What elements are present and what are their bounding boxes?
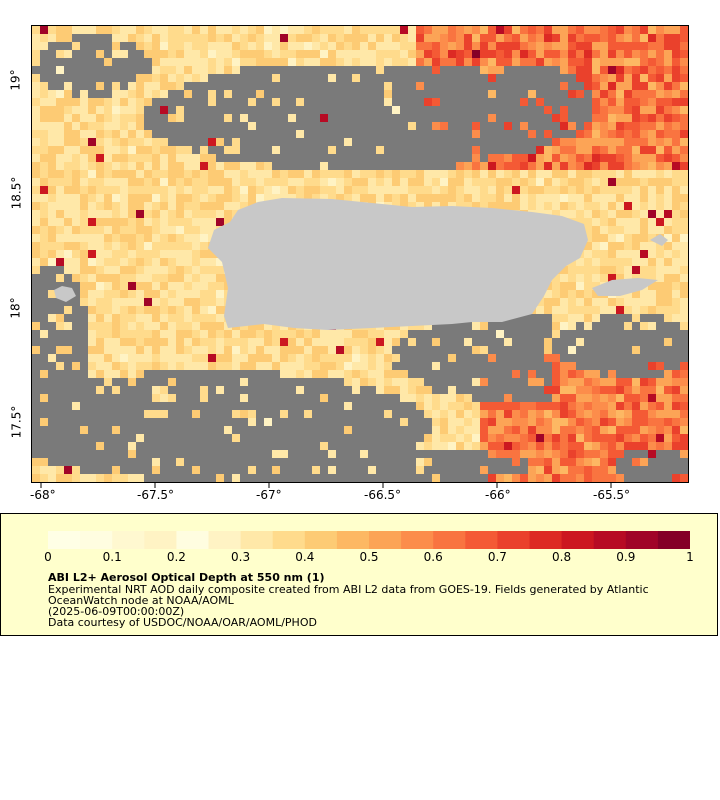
colorbar-tick-label: 0.4 [295,550,315,564]
aod-map-canvas [32,26,688,482]
y-axis-label: 18.5° [9,176,24,210]
legend-description-cont: OceanWatch node at NOAA/AOML [48,594,234,607]
y-axis-label: 17.5° [9,405,24,439]
colorbar-tick-label: 0.1 [102,550,122,564]
colorbar-swatch [657,531,690,549]
colorbar-swatch [336,531,370,549]
colorbar-tick-label: 0.6 [423,550,443,564]
legend-date: (2025-06-09T00:00:00Z) [48,605,185,618]
colorbar-swatch [240,531,274,549]
colorbar-swatch [497,531,530,549]
colorbar-swatch [144,531,177,549]
aod-map [31,25,689,483]
x-axis-label: -66° [485,488,511,502]
x-axis-label: -67.5° [137,488,175,502]
colorbar-tick-label: 0.9 [616,550,636,564]
colorbar-swatch [625,531,659,549]
colorbar-tick-label: 0 [44,550,52,564]
colorbar-swatch [369,531,402,549]
y-axis-label: 19° [8,69,23,91]
colorbar-swatch [561,531,595,549]
colorbar-swatch [112,531,145,549]
colorbar-tick-label: 0.2 [166,550,186,564]
x-axis-label: -67° [256,488,282,502]
colorbar-swatch [465,531,498,549]
aod-pixel-grid [32,26,688,482]
colorbar-swatch [208,531,242,549]
colorbar-tick-label: 0.7 [487,550,507,564]
mona-island [54,286,76,302]
colorbar-tick-label: 1 [686,550,694,564]
colorbar-swatch [272,531,306,549]
x-axis-ticks [40,483,612,488]
colorbar-tick-label: 0.8 [552,550,572,564]
legend-title: ABI L2+ Aerosol Optical Depth at 550 nm … [48,571,325,584]
colorbar-swatch [593,531,627,549]
puerto-rico-landmass [208,198,588,330]
x-axis-label: -68° [30,488,56,502]
colorbar-swatch [529,531,563,549]
culebra-island [650,234,668,246]
colorbar-tick-label: 0.5 [359,550,379,564]
colorbar-swatch [433,531,466,549]
y-axis-label: 18° [8,297,23,319]
legend-panel: 0 0.1 0.2 0.3 0.4 0.5 0.6 0.7 0.8 0.9 1 ABI L2+ Ae… [0,513,718,636]
colorbar-swatch [304,531,338,549]
x-axis-label: -65.5° [593,488,631,502]
colorbar [48,531,690,549]
legend-description: Experimental NRT AOD daily composite cre… [48,583,649,596]
colorbar-swatch [48,531,81,549]
vieques-island [592,278,658,296]
colorbar-swatch [176,531,209,549]
legend-credit: Data courtesy of USDOC/NOAA/OAR/AOML/PHO… [48,616,317,629]
x-axis-label: -66.5° [364,488,402,502]
colorbar-swatch [80,531,113,549]
colorbar-tick-label: 0.3 [231,550,251,564]
colorbar-swatch [401,531,434,549]
